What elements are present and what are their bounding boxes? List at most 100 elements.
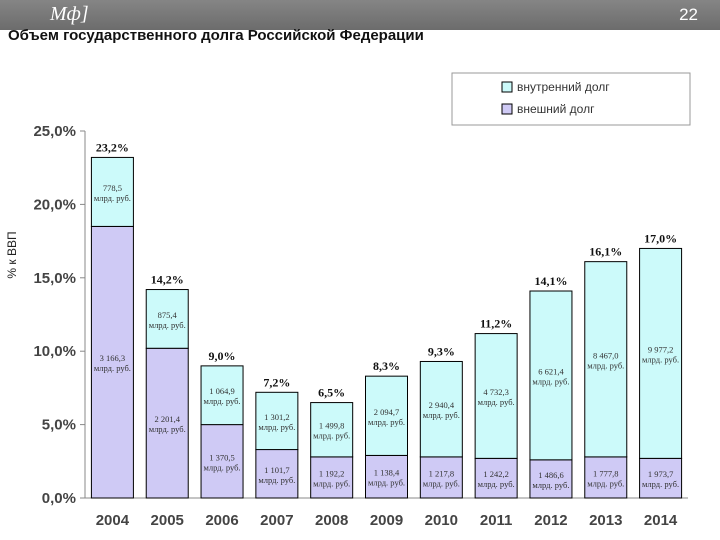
bar-internal-2005	[145, 289, 189, 349]
label-external-2007-unit: млрд. руб.	[258, 475, 295, 485]
label-internal-2008-unit: млрд. руб.	[313, 431, 350, 441]
total-label-2004: 23,2%	[96, 140, 129, 154]
legend-label-0: внутренний долг	[517, 80, 610, 94]
label-external-2009-unit: млрд. руб.	[368, 478, 405, 488]
total-label-2010: 9,3%	[428, 344, 455, 358]
label-external-2011-value: 1 242,2	[483, 469, 509, 479]
page-number: 22	[679, 5, 698, 24]
legend-swatch-0	[501, 81, 513, 93]
bar-internal-2012	[529, 290, 573, 461]
bar-external-2010	[419, 456, 463, 499]
label-external-2004-value: 3 166,3	[100, 353, 126, 363]
label-internal-2009-unit: млрд. руб.	[368, 417, 405, 427]
label-internal-2004-unit: млрд. руб.	[94, 193, 131, 203]
x-tick-label-2012: 2012	[534, 512, 567, 529]
bar-external-2011	[474, 457, 518, 499]
total-label-2006: 9,0%	[209, 349, 236, 363]
bar-external-2008	[310, 456, 354, 499]
bar-external-2013	[584, 456, 628, 499]
bar-internal-2004	[90, 156, 134, 227]
legend-label-1: внешний долг	[517, 102, 595, 116]
label-internal-2005-value: 875,4	[158, 310, 178, 320]
bar-internal-2007	[255, 391, 299, 451]
label-external-2009-value: 1 138,4	[374, 468, 400, 478]
label-external-2010-value: 1 217,8	[429, 468, 455, 478]
label-external-2004-unit: млрд. руб.	[94, 363, 131, 373]
y-tick-label: 20,0%	[33, 196, 76, 213]
label-internal-2012-unit: млрд. руб.	[532, 376, 569, 386]
total-label-2008: 6,5%	[318, 386, 345, 400]
label-external-2008-unit: млрд. руб.	[313, 478, 350, 488]
total-label-2007: 7,2%	[263, 375, 290, 389]
label-external-2006-unit: млрд. руб.	[204, 462, 241, 472]
total-label-2012: 14,1%	[534, 274, 567, 288]
legend-box	[451, 72, 691, 126]
bar-external-2012	[529, 459, 573, 499]
label-internal-2006-value: 1 064,9	[209, 386, 235, 396]
x-tick-label-2004: 2004	[96, 512, 130, 529]
total-label-2014: 17,0%	[644, 231, 677, 245]
bar-external-2004	[90, 225, 134, 499]
label-internal-2005-unit: млрд. руб.	[149, 320, 186, 330]
bar-internal-2013	[584, 261, 628, 458]
label-external-2005-value: 2 201,4	[154, 414, 180, 424]
total-label-2011: 11,2%	[480, 317, 512, 331]
bar-external-2005	[145, 347, 189, 499]
label-internal-2004-value: 778,5	[103, 183, 122, 193]
label-external-2007-value: 1 101,7	[264, 465, 290, 475]
label-internal-2007-value: 1 301,2	[264, 412, 290, 422]
x-tick-label-2006: 2006	[205, 512, 238, 529]
label-external-2013-unit: млрд. руб.	[587, 478, 624, 488]
logo: Мф]	[50, 3, 89, 25]
label-internal-2014-unit: млрд. руб.	[642, 354, 679, 364]
label-internal-2009-value: 2 094,7	[374, 407, 400, 417]
x-tick-label-2005: 2005	[151, 512, 184, 529]
y-tick-label: 15,0%	[33, 270, 76, 287]
label-internal-2013-unit: млрд. руб.	[587, 360, 624, 370]
bar-internal-2006	[200, 365, 244, 426]
y-tick-label: 25,0%	[33, 123, 76, 140]
x-tick-label-2011: 2011	[480, 512, 513, 529]
bar-internal-2010	[419, 360, 463, 458]
legend-swatch-1	[501, 103, 513, 115]
chart-title: Объем государственного долга Российской …	[8, 27, 424, 44]
label-external-2012-value: 1 486,6	[538, 470, 564, 480]
label-external-2011-unit: млрд. руб.	[478, 479, 515, 489]
label-external-2006-value: 1 370,5	[209, 452, 235, 462]
label-external-2010-unit: млрд. руб.	[423, 478, 460, 488]
label-internal-2012-value: 6 621,4	[538, 366, 564, 376]
bar-external-2006	[200, 424, 244, 499]
y-axis-label: % к ВВП	[5, 231, 19, 278]
label-external-2008-value: 1 192,2	[319, 468, 345, 478]
label-external-2014-value: 1 973,7	[648, 469, 674, 479]
bar-internal-2011	[474, 333, 518, 459]
y-tick-label: 0,0%	[42, 490, 76, 507]
y-tick-label: 5,0%	[42, 417, 76, 434]
label-internal-2007-unit: млрд. руб.	[258, 422, 295, 432]
total-label-2013: 16,1%	[589, 245, 622, 259]
bar-internal-2008	[310, 402, 354, 458]
label-internal-2006-unit: млрд. руб.	[204, 396, 241, 406]
label-internal-2010-unit: млрд. руб.	[423, 410, 460, 420]
bar-internal-2014	[639, 247, 683, 459]
x-tick-label-2013: 2013	[589, 512, 622, 529]
label-internal-2008-value: 1 499,8	[319, 421, 345, 431]
bar-external-2014	[639, 457, 683, 499]
label-internal-2014-value: 9 977,2	[648, 344, 674, 354]
x-tick-label-2009: 2009	[370, 512, 403, 529]
label-external-2013-value: 1 777,8	[593, 468, 619, 478]
bar-internal-2009	[365, 375, 408, 456]
y-tick-label: 10,0%	[33, 343, 76, 360]
label-internal-2011-value: 4 732,3	[483, 387, 509, 397]
x-tick-label-2010: 2010	[425, 512, 458, 529]
x-tick-label-2014: 2014	[644, 512, 678, 529]
x-tick-label-2007: 2007	[260, 512, 293, 529]
label-external-2012-unit: млрд. руб.	[532, 480, 569, 490]
label-internal-2011-unit: млрд. руб.	[478, 397, 515, 407]
total-label-2005: 14,2%	[151, 273, 184, 287]
label-external-2014-unit: млрд. руб.	[642, 479, 679, 489]
label-internal-2013-value: 8 467,0	[593, 350, 619, 360]
total-label-2009: 8,3%	[373, 359, 400, 373]
header-bar: Мф] 22	[0, 0, 720, 30]
